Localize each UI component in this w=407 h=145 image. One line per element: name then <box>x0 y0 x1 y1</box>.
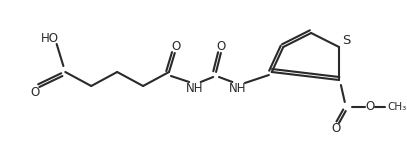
Text: O: O <box>171 40 180 54</box>
Text: S: S <box>342 33 351 47</box>
Text: NH: NH <box>228 81 246 95</box>
Text: O: O <box>331 122 341 135</box>
Text: CH₃: CH₃ <box>387 102 406 112</box>
Text: HO: HO <box>41 31 59 45</box>
Text: NH: NH <box>186 81 204 95</box>
Text: O: O <box>216 40 225 54</box>
Text: O: O <box>365 100 374 114</box>
Text: O: O <box>30 86 39 98</box>
